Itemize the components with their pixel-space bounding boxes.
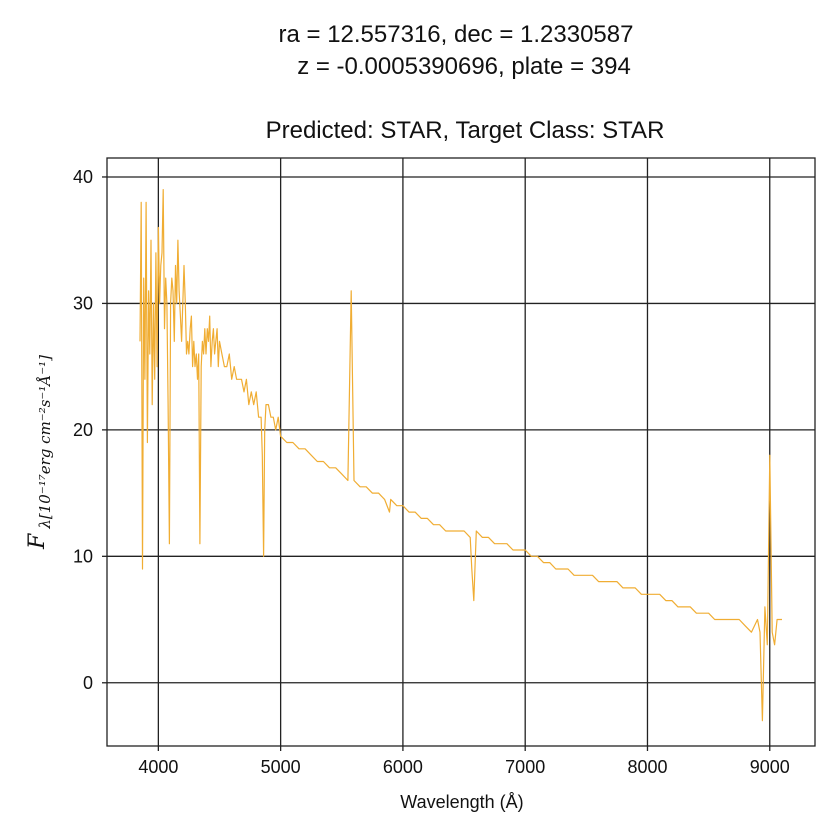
- x-tick-label: 8000: [627, 757, 667, 777]
- spectrum-line-series-0: [139, 189, 782, 722]
- grid-lines: [107, 158, 815, 746]
- y-tick-label: 40: [73, 167, 93, 187]
- series-group: [139, 189, 782, 722]
- x-tick-label: 7000: [505, 757, 545, 777]
- x-tick-label: 4000: [138, 757, 178, 777]
- x-axis-label: Wavelength (Å): [400, 792, 523, 812]
- tick-labels: 4000 5000 6000 7000 8000 9000 0 10 20 30 40: [73, 167, 790, 777]
- y-axis-label-sub: λ[10⁻¹⁷erg cm⁻²s⁻¹Å⁻¹]: [36, 355, 54, 530]
- figure-title-line2: z = -0.0005390696, plate = 394: [297, 53, 631, 80]
- y-axis-label-group: F λ[10⁻¹⁷erg cm⁻²s⁻¹Å⁻¹]: [25, 355, 54, 550]
- plot-background: [107, 158, 815, 746]
- plot-area: [107, 158, 815, 746]
- plot-frame: [106, 157, 816, 747]
- y-tick-label: 10: [73, 546, 93, 566]
- y-tick-label: 20: [73, 420, 93, 440]
- y-axis-label: F λ[10⁻¹⁷erg cm⁻²s⁻¹Å⁻¹]: [25, 355, 54, 550]
- y-tick-label: 30: [73, 293, 93, 313]
- chart-subtitle: Predicted: STAR, Target Class: STAR: [266, 117, 665, 144]
- x-tick-label: 6000: [383, 757, 423, 777]
- axes-frame: [106, 157, 816, 747]
- y-axis-label-main: F: [25, 533, 50, 550]
- x-tick-label: 5000: [261, 757, 301, 777]
- figure-title-line1: ra = 12.557316, dec = 1.2330587: [279, 21, 634, 48]
- x-tick-label: 9000: [750, 757, 790, 777]
- y-tick-label: 0: [83, 673, 93, 693]
